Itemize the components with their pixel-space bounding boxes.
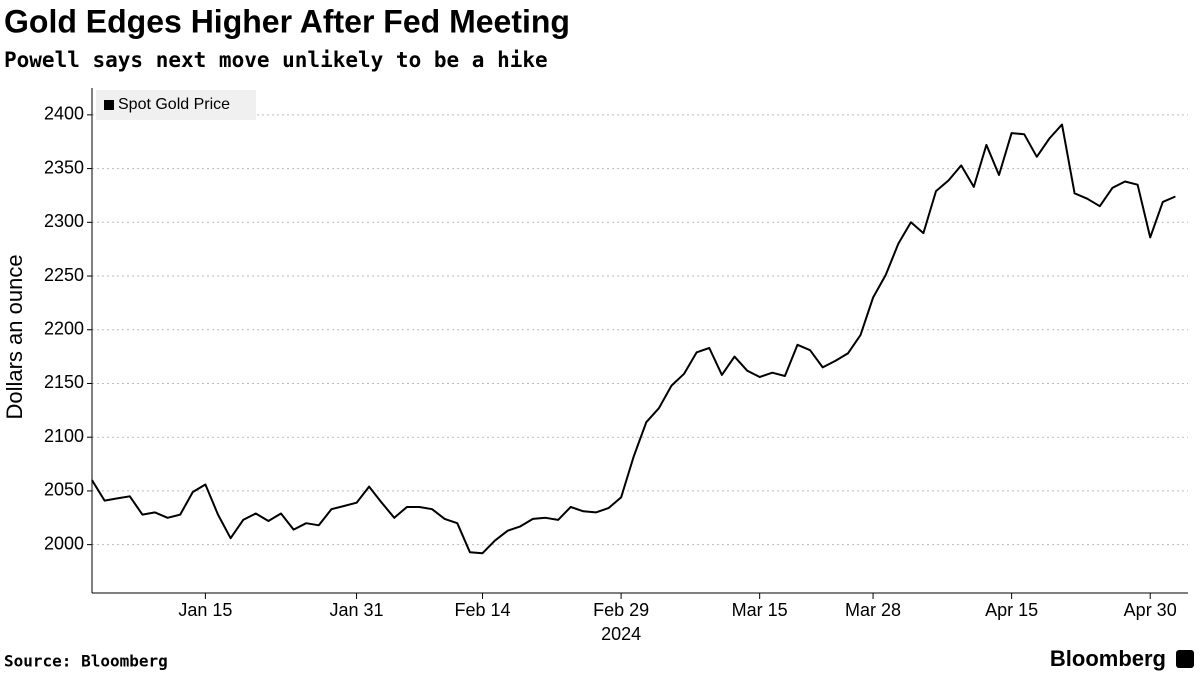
- chart-title: Gold Edges Higher After Fed Meeting: [4, 3, 570, 39]
- legend-label: Spot Gold Price: [118, 96, 230, 113]
- brand-icon: [1176, 650, 1194, 668]
- source: Source: Bloomberg: [4, 652, 168, 671]
- chart-subtitle: Powell says next move unlikely to be a h…: [4, 48, 548, 72]
- y-tick-label: 2100: [44, 426, 84, 446]
- x-tick-label: Apr 15: [985, 600, 1038, 620]
- legend-box: [96, 90, 256, 120]
- x-tick-label: Feb 29: [593, 600, 649, 620]
- x-tick-label: Apr 30: [1124, 600, 1177, 620]
- y-tick-label: 2300: [44, 211, 84, 231]
- y-tick-label: 2200: [44, 319, 84, 339]
- brand: Bloomberg: [1050, 646, 1166, 671]
- y-tick-label: 2050: [44, 480, 84, 500]
- legend-swatch: [104, 100, 114, 110]
- x-tick-label: Jan 15: [178, 600, 232, 620]
- x-tick-label: Mar 28: [845, 600, 901, 620]
- y-tick-label: 2350: [44, 157, 84, 177]
- y-tick-label: 2150: [44, 372, 84, 392]
- x-axis-label: 2024: [601, 624, 641, 644]
- y-axis-label: Dollars an ounce: [2, 254, 27, 419]
- y-tick-label: 2000: [44, 533, 84, 553]
- x-tick-label: Jan 31: [330, 600, 384, 620]
- x-tick-label: Feb 14: [455, 600, 511, 620]
- y-tick-label: 2400: [44, 104, 84, 124]
- y-tick-label: 2250: [44, 265, 84, 285]
- x-tick-label: Mar 15: [732, 600, 788, 620]
- series-line: [91, 123, 1176, 555]
